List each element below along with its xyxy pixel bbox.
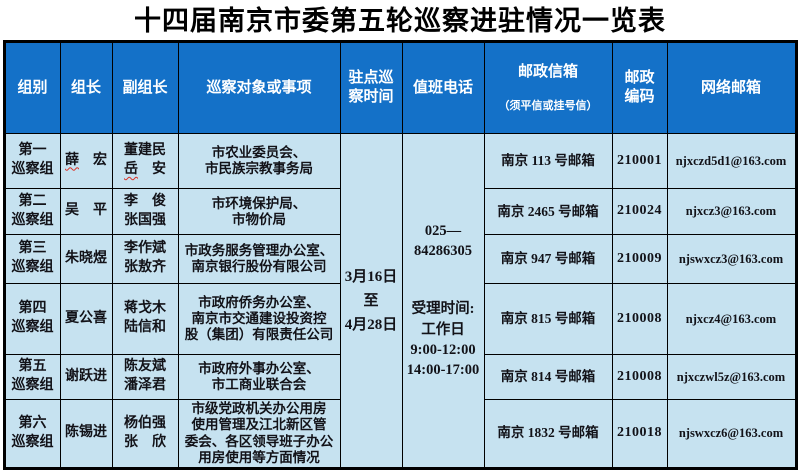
cell-deputy-3: 李作斌 张敖齐 (111, 234, 179, 285)
cell-deputy-6: 杨伯强 张 欣 (111, 399, 179, 469)
col-header-email: 网络邮箱 (666, 40, 797, 135)
cell-group-3: 第三 巡察组 (3, 234, 61, 285)
table-row-5: 第五 巡察组 谢跃进 陈友斌 潘泽君 市政府外事办公室、 市工商业联合会 南京 … (3, 354, 797, 401)
cell-mailbox-2: 南京 2465 号邮箱 (483, 188, 613, 236)
cell-targets-2: 市环境保护局、 市物价局 (177, 188, 341, 236)
inspection-table: 组别 组长 副组长 巡察对象或事项 驻点巡 察时间 值班电话 邮政信箱 （须平信… (2, 40, 798, 470)
cell-targets-6: 市级党政机关办公用房 使用管理及江北新区管 委会、各区领导班子办公 用房使用等方… (177, 399, 341, 469)
col-header-phone: 值班电话 (401, 40, 485, 135)
cell-email-1: njxczd5d1@163.com (666, 133, 797, 190)
cell-email-4: njxcz4@163.com (666, 283, 797, 356)
reception-hours: 受理时间: 工作日 9:00-12:00 14:00-17:00 (406, 301, 480, 379)
cell-deputy-2: 李 俊 张国强 (111, 188, 179, 236)
col-header-deputy: 副组长 (111, 40, 179, 135)
cell-email-3: njswxcz3@163.com (666, 234, 797, 285)
cell-leader-5: 谢跃进 (59, 354, 113, 401)
col-header-mailbox-main: 邮政信箱 (517, 62, 578, 80)
cell-mailbox-1: 南京 113 号邮箱 (483, 133, 613, 190)
cell-postcode-3: 210009 (611, 234, 668, 285)
cell-targets-5: 市政府外事办公室、 市工商业联合会 (177, 354, 341, 401)
cell-targets-4: 市政府侨务办公室、 南京市交通建设投资控 股（集团）有限责任公司 (177, 283, 341, 356)
cell-duty-time-merged: 3月16日 至 4月28日 (339, 133, 403, 469)
deputy-name-rest: 安 (138, 162, 166, 178)
cell-group-6: 第六 巡察组 (3, 399, 61, 469)
cell-group-5: 第五 巡察组 (3, 354, 61, 401)
phone-number: 025— 84286305 (414, 222, 472, 259)
cell-postcode-1: 210001 (611, 133, 668, 190)
col-header-postcode: 邮政 编码 (611, 40, 668, 135)
table-row-2: 第二 巡察组 吴 平 李 俊 张国强 市环境保护局、 市物价局 南京 2465 … (3, 188, 797, 236)
misspelled-name: 薛 (65, 152, 79, 168)
deputy-name-1: 董建民 (124, 143, 166, 159)
leader-name-rest: 宏 (79, 152, 107, 168)
cell-deputy-1: 董建民岳 安 (111, 133, 179, 190)
col-header-mailbox: 邮政信箱 （须平信或挂号信） (483, 40, 613, 135)
cell-mailbox-4: 南京 815 号邮箱 (483, 283, 613, 356)
cell-mailbox-6: 南京 1832 号邮箱 (483, 399, 613, 469)
cell-leader-3: 朱晓煜 (59, 234, 113, 285)
cell-leader-6: 陈锡进 (59, 399, 113, 469)
cell-targets-3: 市政务服务管理办公室、 南京银行股份有限公司 (177, 234, 341, 285)
cell-postcode-2: 210024 (611, 188, 668, 236)
cell-postcode-5: 210008 (611, 354, 668, 401)
cell-email-5: njxczwl5z@163.com (666, 354, 797, 401)
cell-group-2: 第二 巡察组 (3, 188, 61, 236)
cell-leader-2: 吴 平 (59, 188, 113, 236)
col-header-leader: 组长 (59, 40, 113, 135)
cell-phone-merged: 025— 84286305 受理时间: 工作日 9:00-12:00 14:00… (401, 133, 485, 469)
cell-group-1: 第一 巡察组 (3, 133, 61, 190)
cell-mailbox-3: 南京 947 号邮箱 (483, 234, 613, 285)
col-header-duty-time: 驻点巡 察时间 (339, 40, 403, 135)
cell-targets-1: 市农业委员会、 市民族宗教事务局 (177, 133, 341, 190)
cell-email-6: njswxcz6@163.com (666, 399, 797, 469)
table-row-4: 第四 巡察组 夏公喜 蒋戈木 陆信和 市政府侨务办公室、 南京市交通建设投资控 … (3, 283, 797, 356)
cell-leader-4: 夏公喜 (59, 283, 113, 356)
cell-group-4: 第四 巡察组 (3, 283, 61, 356)
col-header-targets: 巡察对象或事项 (177, 40, 341, 135)
table-row-1: 第一 巡察组 薛 宏 董建民岳 安 市农业委员会、 市民族宗教事务局 3月16日… (3, 133, 797, 469)
col-header-group: 组别 (3, 40, 61, 135)
header-row: 组别 组长 副组长 巡察对象或事项 驻点巡 察时间 值班电话 邮政信箱 （须平信… (3, 40, 797, 135)
col-header-mailbox-note: （须平信或挂号信） (498, 100, 598, 113)
cell-deputy-5: 陈友斌 潘泽君 (111, 354, 179, 401)
cell-email-2: njxcz3@163.com (666, 188, 797, 236)
cell-deputy-4: 蒋戈木 陆信和 (111, 283, 179, 356)
cell-postcode-6: 210018 (611, 399, 668, 469)
page-title: 十四届南京市委第五轮巡察进驻情况一览表 (134, 6, 666, 36)
misspelled-name: 岳 (124, 162, 138, 178)
cell-postcode-4: 210008 (611, 283, 668, 356)
cell-leader-1: 薛 宏 (59, 133, 113, 190)
cell-mailbox-5: 南京 814 号邮箱 (483, 354, 613, 401)
